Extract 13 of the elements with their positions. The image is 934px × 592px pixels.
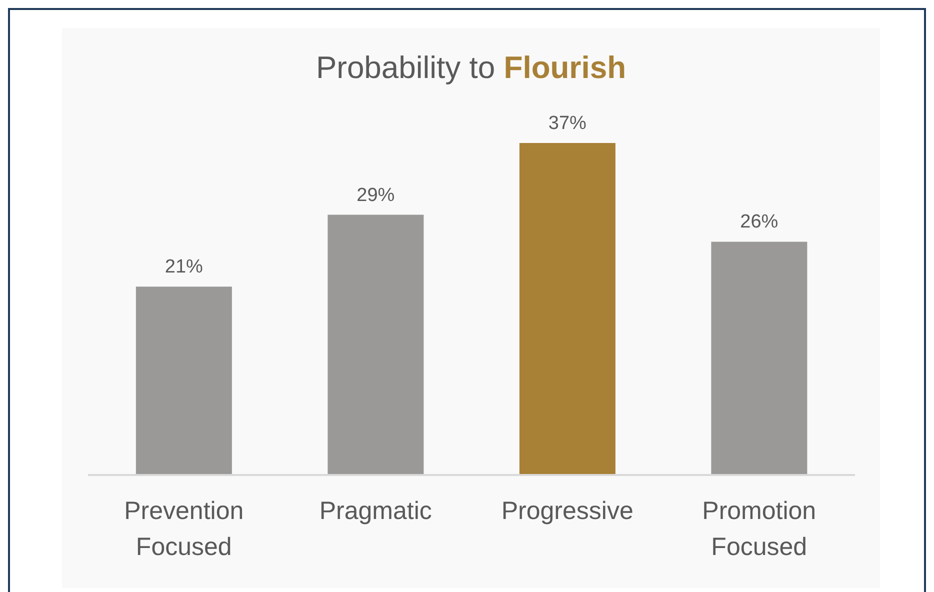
data-label: 29%: [356, 184, 395, 206]
bar: [519, 143, 616, 475]
x-tick-label: Promotion Focused: [702, 497, 816, 561]
x-tick-label: Progressive: [501, 497, 634, 525]
bar: [136, 286, 232, 475]
x-tick-label: Pragmatic: [319, 497, 432, 525]
chart-title: Probability to Flourish: [314, 50, 628, 86]
bar: [328, 214, 424, 475]
x-tick-label: Prevention Focused: [124, 497, 244, 561]
data-label: 37%: [548, 113, 587, 134]
bar: [711, 242, 808, 475]
data-label: 26%: [740, 212, 778, 233]
data-label: 21%: [164, 256, 204, 278]
